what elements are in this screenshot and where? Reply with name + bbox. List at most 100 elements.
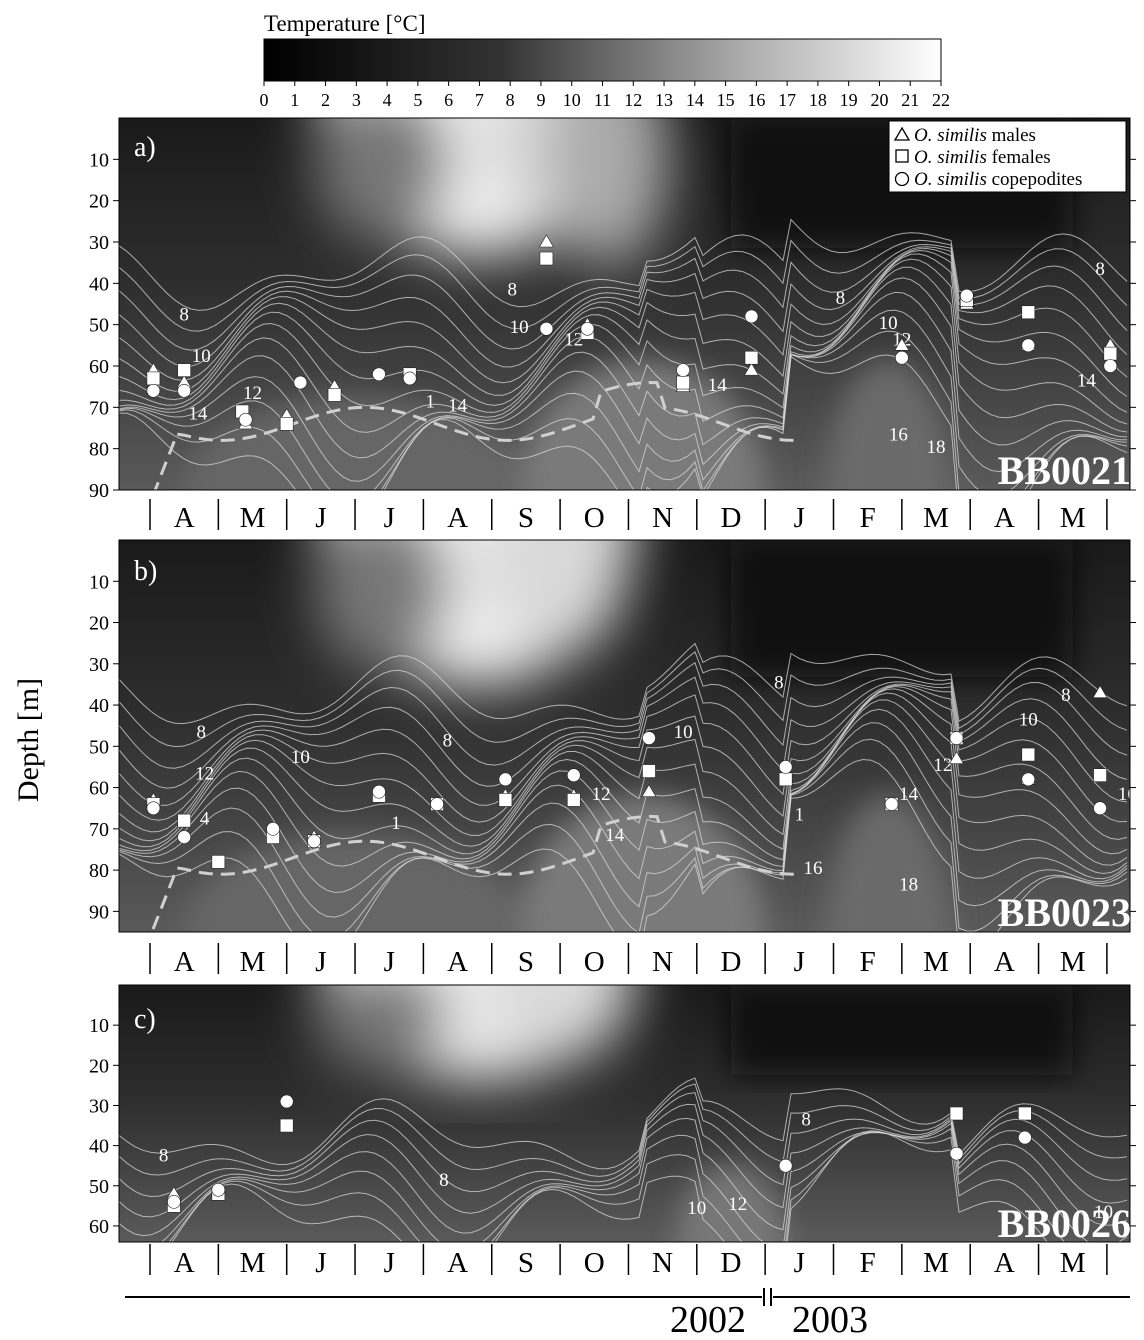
- female-marker: [539, 251, 554, 266]
- isoline: [119, 354, 1128, 490]
- colorbar-tick-label: 22: [932, 90, 950, 110]
- legend-females-species: O. similis: [914, 147, 987, 168]
- isolines: [119, 1077, 1128, 1242]
- colorbar-tick-label: 0: [260, 90, 269, 110]
- copepodite-marker: [949, 731, 964, 745]
- female-marker: [1021, 747, 1036, 762]
- svg-text:O. similis copepodites: O. similis copepodites: [914, 169, 1082, 190]
- isoline: [119, 277, 1128, 459]
- month-label: J: [384, 1247, 395, 1279]
- y-tick-label: 70: [89, 397, 109, 419]
- month-label: A: [994, 946, 1015, 978]
- copepodite-marker: [293, 375, 308, 390]
- colorbar-tick-label: 21: [901, 90, 919, 110]
- colorbar: Temperature [°C] 0 1 2 3 4 5 6 7 8 9 10 11 12 13 14 15 1…: [260, 11, 951, 110]
- male-marker: [538, 234, 554, 248]
- male-marker: [641, 784, 657, 798]
- month-label: N: [652, 1247, 673, 1279]
- isoline: [119, 246, 1128, 368]
- copepodite-marker: [372, 784, 386, 799]
- contour-label: 10: [510, 317, 529, 338]
- month-label: O: [584, 502, 605, 534]
- contour-label: 8: [774, 673, 784, 694]
- female-marker: [327, 388, 342, 402]
- contour-label: 8: [1061, 685, 1071, 706]
- copepodite-marker: [1021, 338, 1036, 353]
- panel-a: 8101214114810121481012141618810203040506…: [89, 117, 1136, 534]
- year-label-2003: 2003: [792, 1299, 868, 1340]
- month-label: F: [860, 946, 876, 978]
- month-label: J: [384, 502, 395, 534]
- colorbar-tick-label: 9: [536, 90, 545, 110]
- contour-label: 1: [795, 805, 805, 826]
- female-marker: [498, 793, 513, 807]
- legend-triangle-icon: [893, 126, 911, 141]
- y-tick-label: 50: [89, 315, 109, 337]
- colorbar-tick-label: 7: [475, 90, 484, 110]
- isoline-1-dashed: [153, 380, 802, 490]
- contour-label: 10: [879, 313, 898, 334]
- y-tick-label: 30: [89, 654, 109, 676]
- month-label: F: [860, 1247, 876, 1279]
- isoline: [119, 692, 1128, 866]
- female-marker: [949, 1106, 964, 1121]
- female-marker: [1103, 346, 1118, 361]
- isoline: [119, 685, 1128, 840]
- panel-label: b): [134, 556, 157, 587]
- isoline: [119, 258, 1128, 425]
- legend-males-species: O. similis: [914, 125, 987, 146]
- y-tick-label: 90: [89, 480, 109, 502]
- female-marker: [778, 772, 793, 787]
- month-label: J: [384, 946, 395, 978]
- isoline: [119, 642, 1128, 725]
- colorbar-title: Temperature [°C]: [264, 11, 425, 36]
- contour-label: 8: [197, 722, 207, 743]
- contour-label: 14: [1077, 371, 1097, 392]
- copepodite-marker: [402, 371, 417, 386]
- isoline: [119, 253, 1128, 413]
- month-label: N: [652, 946, 673, 978]
- isoline: [119, 1092, 1128, 1198]
- colorbar-tick-label: 16: [747, 90, 765, 110]
- contour-label: 12: [933, 755, 952, 776]
- y-tick-label: 40: [89, 273, 109, 295]
- contour-label: 12: [243, 383, 262, 404]
- y-tick-label: 60: [89, 778, 109, 800]
- colorbar-tick-label: 3: [352, 90, 361, 110]
- legend-box: [888, 120, 1127, 193]
- isoline: [119, 688, 1128, 855]
- station-label: BB0023: [998, 890, 1131, 935]
- contour-label: 14: [899, 784, 919, 805]
- month-label: M: [923, 946, 949, 978]
- isoline: [119, 1117, 1128, 1237]
- copepodite-marker: [1103, 359, 1118, 373]
- y-tick-label: 10: [89, 571, 109, 593]
- legend-copepodites-species: O. similis: [914, 169, 987, 190]
- cold-surface-layer: [730, 985, 1073, 1075]
- panel-label: c): [134, 1004, 156, 1035]
- isoline: [119, 291, 1128, 482]
- month-label: J: [794, 502, 805, 534]
- colorbar-gradient: [263, 38, 942, 82]
- female-marker: [146, 371, 161, 386]
- isoline: [119, 243, 1128, 351]
- month-label: M: [240, 502, 266, 534]
- month-label: F: [860, 502, 876, 534]
- colorbar-tick-label: 6: [444, 90, 453, 110]
- contour-label: 16: [1118, 784, 1137, 805]
- month-label: J: [315, 946, 326, 978]
- month-label: A: [174, 1247, 195, 1279]
- contour-labels: 8810128108: [159, 1110, 1113, 1223]
- female-marker: [279, 417, 294, 431]
- female-marker: [676, 375, 690, 390]
- y-tick-label: 30: [89, 232, 109, 254]
- male-marker: [949, 751, 965, 764]
- contour-label: 14: [605, 825, 625, 846]
- legend-circle-icon: [894, 171, 910, 187]
- copepodite-marker: [307, 834, 321, 849]
- month-label: S: [518, 946, 534, 978]
- colorbar-tick-label: 11: [594, 90, 611, 110]
- contour-label: 4: [200, 809, 210, 830]
